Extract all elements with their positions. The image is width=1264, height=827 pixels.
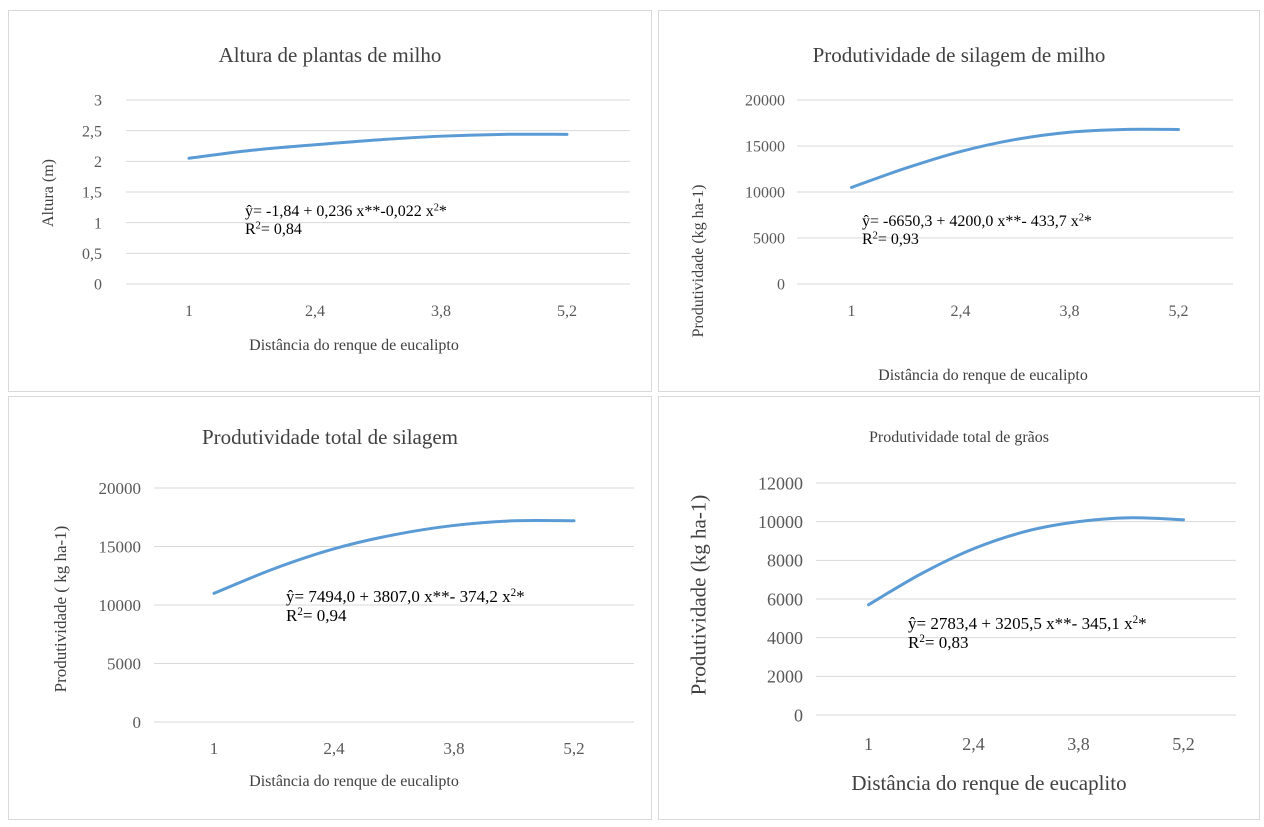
x-axis-label: Distância do renque de eucalipto <box>249 337 459 354</box>
y-tick-label: 0 <box>133 713 142 732</box>
r2-exponent: 2 <box>872 229 878 241</box>
x-tick-label: 1 <box>864 734 873 754</box>
y-tick-label: 0 <box>794 705 803 725</box>
r2-exponent: 2 <box>919 632 925 645</box>
equation-text: ŷ= -6650,3 + 4200,0 x**- 433,7 x <box>862 213 1079 230</box>
regression-equation: ŷ= 7494,0 + 3807,0 x**- 374,2 x2* R2= 0,… <box>286 586 525 625</box>
y-tick-label: 0,5 <box>82 246 102 263</box>
r2-label: R <box>862 230 873 248</box>
equation-suffix: * <box>1138 614 1147 633</box>
r2-value: = 0,94 <box>302 605 347 625</box>
x-tick-label: 1 <box>848 303 856 320</box>
x-tick-label: 2,4 <box>962 734 985 754</box>
r2-label: R <box>286 605 298 625</box>
equation-exponent: 2 <box>510 586 517 599</box>
x-axis-label: Distância do renque de eucalipto <box>249 773 459 790</box>
x-tick-label: 2,4 <box>305 303 325 320</box>
chart-panel-1: Altura de plantas de milho Altura (m) Di… <box>8 10 652 392</box>
x-axis-label: Distância do renque de eucaplito <box>851 771 1127 795</box>
y-tick-label: 12000 <box>758 473 803 493</box>
x-tick-label: 1 <box>210 739 219 758</box>
chart-title: Produtividade total de silagem <box>201 425 459 449</box>
equation-text: ŷ= -1,84 + 0,236 x**-0,022 x <box>245 203 434 220</box>
r2-value: = 0,84 <box>260 220 302 238</box>
equation-suffix: * <box>1083 213 1092 230</box>
series-line <box>187 132 569 160</box>
regression-equation: ŷ= 2783,4 + 3205,5 x**- 345,1 x2* R2= 0,… <box>908 613 1147 652</box>
chart-plot: 0 5000 10000 15000 20000 1 2,4 3,8 5,2 <box>745 93 1233 320</box>
x-tick-label: 5,2 <box>1169 303 1189 320</box>
series-line <box>212 518 576 595</box>
equation-exponent: 2 <box>433 202 439 214</box>
y-tick-label: 2 <box>94 154 102 171</box>
regression-equation: ŷ= -6650,3 + 4200,0 x**- 433,7 x2* R2= 0… <box>862 213 1092 248</box>
chart-panel-2: Produtividade de silagem de milho Produt… <box>658 10 1260 392</box>
y-tick-label: 1,5 <box>82 185 102 202</box>
chart-plot: 0 2000 4000 6000 8000 10000 12000 1 2,4 3,8 5,2 <box>758 473 1236 754</box>
x-tick-label: 5,2 <box>557 303 577 320</box>
equation-text: ŷ= 2783,4 + 3205,5 x**- 345,1 x <box>908 614 1133 633</box>
y-tick-label: 0 <box>777 277 785 294</box>
y-tick-label: 2000 <box>767 667 803 687</box>
x-tick-label: 5,2 <box>1172 734 1195 754</box>
chart-plot: 0 0,5 1 1,5 2 2,5 3 1 2,4 3,8 5,2 <box>82 93 630 320</box>
y-tick-label: 4000 <box>767 628 803 648</box>
r2-label: R <box>908 632 920 652</box>
y-tick-label: 10000 <box>758 512 803 532</box>
y-tick-label: 2,5 <box>82 123 102 140</box>
equation-exponent: 2 <box>1078 212 1084 224</box>
y-tick-label: 6000 <box>767 589 803 609</box>
r2-exponent: 2 <box>255 219 261 231</box>
regression-equation: ŷ= -1,84 + 0,236 x**-0,022 x2* R2= 0,84 <box>245 203 447 238</box>
series-line <box>867 516 1185 607</box>
y-tick-label: 5000 <box>753 231 785 248</box>
equation-suffix: * <box>438 203 447 220</box>
chart-title: Produtividade de silagem de milho <box>812 43 1106 67</box>
equation-suffix: * <box>516 587 525 606</box>
r2-exponent: 2 <box>297 605 303 618</box>
chart-title: Altura de plantas de milho <box>218 43 442 67</box>
y-tick-label: 1 <box>94 215 102 232</box>
x-tick-label: 2,4 <box>323 739 345 758</box>
r2-value: = 0,83 <box>924 632 969 652</box>
x-tick-label: 3,8 <box>1060 303 1080 320</box>
x-tick-label: 3,8 <box>1067 734 1090 754</box>
chart-panel-3: Produtividade total de silagem Produtivi… <box>8 396 652 820</box>
chart-panel-4: Produtividade total de grãos Produtivida… <box>658 396 1260 820</box>
y-tick-label: 0 <box>94 277 102 294</box>
y-tick-label: 15000 <box>745 139 785 156</box>
x-tick-label: 1 <box>185 303 193 320</box>
x-axis-label: Distância do renque de eucalipto <box>878 367 1088 384</box>
r2-label: R <box>245 220 256 238</box>
y-tick-label: 8000 <box>767 551 803 571</box>
chart-plot: 0 5000 10000 15000 20000 1 2,4 3,8 5,2 <box>99 479 634 758</box>
x-tick-label: 3,8 <box>431 303 451 320</box>
x-tick-label: 3,8 <box>443 739 464 758</box>
y-tick-label: 20000 <box>99 479 142 498</box>
r2-value: = 0,93 <box>877 230 919 248</box>
equation-text: ŷ= 7494,0 + 3807,0 x**- 374,2 x <box>286 587 511 606</box>
series-line <box>850 127 1180 189</box>
chart-title: Produtividade total de grãos <box>869 429 1049 446</box>
y-tick-label: 10000 <box>99 596 142 615</box>
y-tick-label: 5000 <box>107 654 141 673</box>
x-tick-label: 5,2 <box>563 739 584 758</box>
y-tick-label: 15000 <box>99 537 142 556</box>
equation-exponent: 2 <box>1132 613 1139 626</box>
y-tick-label: 10000 <box>745 185 785 202</box>
x-tick-label: 2,4 <box>951 303 971 320</box>
y-tick-label: 3 <box>94 93 102 110</box>
y-tick-label: 20000 <box>745 93 785 110</box>
